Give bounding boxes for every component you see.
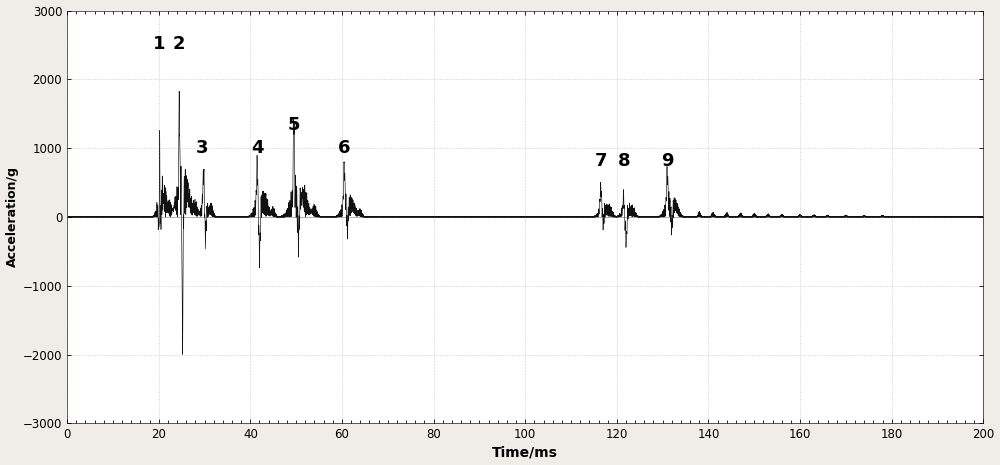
Text: 3: 3 <box>196 139 208 157</box>
Text: 2: 2 <box>173 35 186 53</box>
X-axis label: Time/ms: Time/ms <box>492 445 558 459</box>
Text: 7: 7 <box>595 152 607 170</box>
Text: 6: 6 <box>338 139 350 157</box>
Y-axis label: Acceleration/g: Acceleration/g <box>6 166 19 267</box>
Text: 4: 4 <box>251 139 263 157</box>
Text: 8: 8 <box>617 152 630 170</box>
Text: 1: 1 <box>152 35 165 53</box>
Text: 9: 9 <box>661 152 673 170</box>
Text: 5: 5 <box>288 116 300 134</box>
